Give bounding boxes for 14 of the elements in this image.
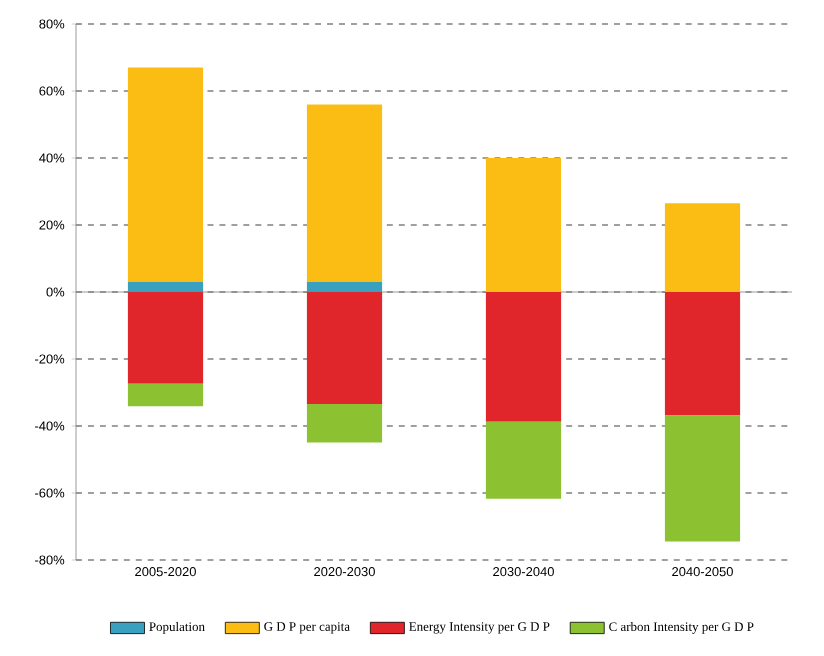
bar <box>306 281 383 293</box>
bar <box>664 203 741 293</box>
bar <box>127 281 204 293</box>
bar <box>664 415 741 542</box>
bar <box>306 104 383 282</box>
bar <box>127 292 204 384</box>
bar <box>485 292 562 422</box>
bar <box>127 67 204 282</box>
bar <box>127 383 204 407</box>
bar <box>306 403 383 443</box>
bar <box>664 292 741 416</box>
bar <box>485 421 562 499</box>
bar <box>306 292 383 404</box>
bar <box>485 158 562 293</box>
